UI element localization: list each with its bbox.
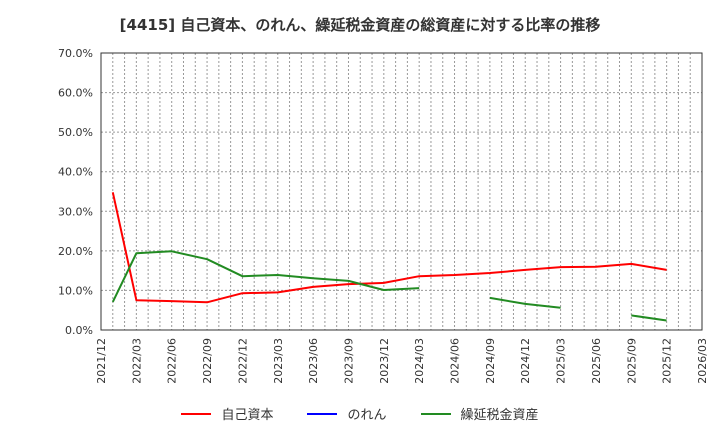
x-tick-label: 2022/12 bbox=[236, 338, 249, 384]
y-tick-label: 30.0% bbox=[58, 205, 93, 218]
legend-item-equity: 自己資本 bbox=[181, 404, 273, 423]
series-line bbox=[111, 250, 420, 303]
legend-swatch-green bbox=[420, 412, 451, 415]
y-tick-label: 50.0% bbox=[58, 126, 93, 139]
series-line bbox=[489, 296, 561, 309]
x-tick-label: 2025/03 bbox=[555, 338, 568, 384]
data-lines bbox=[111, 192, 667, 322]
plot-border bbox=[100, 52, 703, 331]
y-tick-label: 0.0% bbox=[65, 324, 93, 337]
x-tick-label: 2022/09 bbox=[201, 338, 214, 384]
x-tick-label: 2023/03 bbox=[272, 338, 285, 384]
x-tick-label: 2025/12 bbox=[661, 338, 674, 384]
x-tick-label: 2021/12 bbox=[95, 338, 108, 384]
x-tick-label: 2025/09 bbox=[625, 338, 638, 384]
legend-label: 繰延税金資産 bbox=[460, 408, 539, 423]
y-axis: 0.0% 10.0% 20.0% 30.0% 40.0% 50.0% 60.0% 70.0% bbox=[58, 47, 93, 337]
x-tick-label: 2023/12 bbox=[378, 338, 391, 384]
legend-label: のれん bbox=[347, 408, 387, 423]
chart-title: [4415] 自己資本、のれん、繰延税金資産の総資産に対する比率の推移 bbox=[119, 16, 601, 34]
y-tick-label: 20.0% bbox=[58, 245, 93, 258]
y-tick-label: 60.0% bbox=[58, 87, 93, 100]
x-axis: 2021/12 2022/03 2022/06 2022/09 2022/12 2023/… bbox=[95, 338, 709, 384]
legend-swatch-blue bbox=[307, 412, 338, 415]
x-tick-label: 2022/03 bbox=[130, 338, 143, 384]
x-tick-label: 2023/06 bbox=[307, 338, 320, 384]
legend-swatch-red bbox=[181, 412, 212, 415]
legend-item-deferred-tax: 繰延税金資産 bbox=[420, 404, 539, 423]
series-line bbox=[111, 192, 667, 304]
legend-item-goodwill: のれん bbox=[307, 404, 387, 423]
legend-label: 自己資本 bbox=[221, 408, 274, 423]
x-tick-label: 2023/09 bbox=[342, 338, 355, 384]
x-tick-label: 2024/12 bbox=[519, 338, 532, 384]
x-tick-label: 2022/06 bbox=[166, 338, 179, 384]
x-tick-label: 2024/06 bbox=[449, 338, 462, 384]
y-tick-label: 40.0% bbox=[58, 166, 93, 179]
legend: 自己資本 のれん 繰延税金資産 bbox=[0, 404, 720, 423]
x-tick-label: 2026/03 bbox=[696, 338, 709, 384]
grid-lines bbox=[101, 53, 702, 330]
y-tick-label: 10.0% bbox=[58, 284, 93, 297]
y-tick-label: 70.0% bbox=[58, 47, 93, 60]
x-tick-label: 2024/09 bbox=[484, 338, 497, 384]
series-line bbox=[631, 314, 667, 322]
x-tick-label: 2025/06 bbox=[590, 338, 603, 384]
x-tick-label: 2024/03 bbox=[413, 338, 426, 384]
